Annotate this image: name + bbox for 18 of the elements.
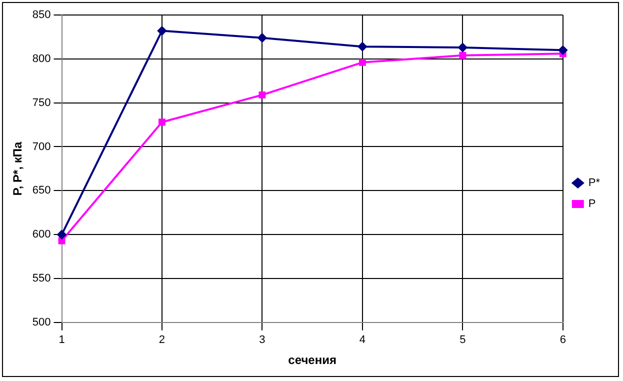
x-tick-label: 1 <box>58 334 65 346</box>
y-tick-label: 700 <box>32 140 51 153</box>
x-axis-title: сечения <box>288 353 336 368</box>
legend-label: P* <box>588 177 601 190</box>
y-tick-label: 750 <box>32 96 51 109</box>
x-tick-label: 5 <box>460 334 466 346</box>
x-tick-label: 6 <box>560 334 566 346</box>
y-tick-label: 600 <box>32 228 51 241</box>
x-tick-label: 3 <box>259 334 266 346</box>
y-axis-title: P, P*, кПа <box>10 141 25 196</box>
x-tick-label: 2 <box>158 334 166 346</box>
x-tick-label: 4 <box>359 334 366 346</box>
legend-label: P <box>588 198 596 210</box>
y-tick-label: 800 <box>32 52 51 65</box>
y-tick-label: 550 <box>32 272 51 285</box>
y-tick-label: 650 <box>32 184 51 197</box>
y-tick-label: 500 <box>32 316 51 328</box>
y-tick-label: 850 <box>32 9 51 22</box>
